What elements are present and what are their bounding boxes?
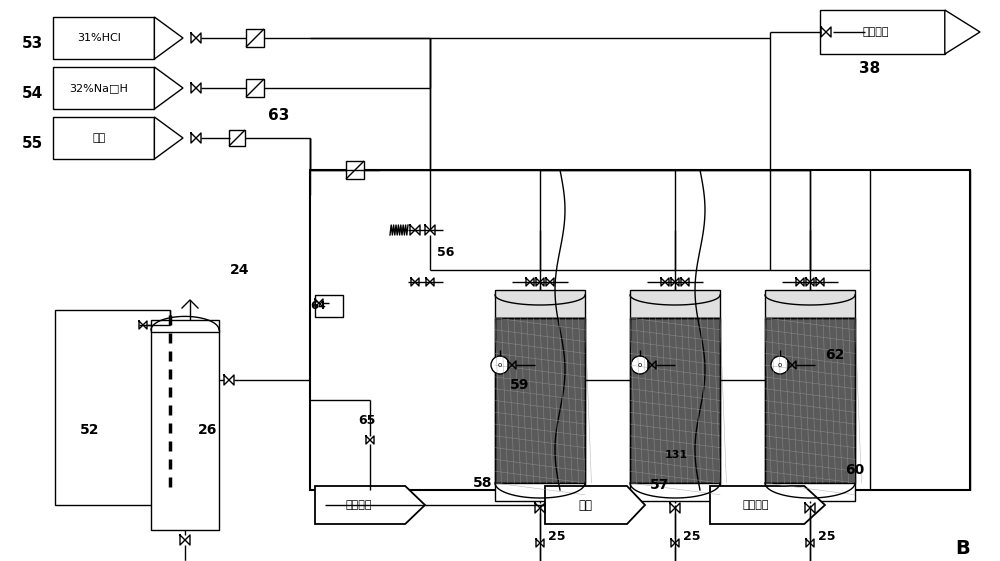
Circle shape: [771, 356, 789, 374]
Polygon shape: [53, 117, 154, 159]
Text: o: o: [778, 362, 782, 368]
Bar: [765, 290, 855, 318]
Text: 63: 63: [268, 108, 289, 122]
Bar: [310, 170, 970, 490]
Bar: [315, 295, 343, 317]
Text: 55: 55: [22, 136, 43, 150]
Text: 38: 38: [859, 61, 881, 76]
Bar: [151, 320, 219, 332]
Polygon shape: [53, 67, 154, 109]
Polygon shape: [545, 486, 645, 524]
Text: 64: 64: [310, 301, 326, 311]
Bar: [55, 310, 170, 505]
Bar: [151, 330, 219, 530]
Bar: [630, 318, 720, 483]
Text: 56: 56: [437, 246, 454, 259]
Text: 25: 25: [683, 530, 700, 542]
Bar: [495, 483, 585, 501]
Polygon shape: [154, 17, 183, 59]
Text: 65: 65: [358, 413, 375, 426]
Text: 32%Na□H: 32%Na□H: [69, 83, 128, 93]
Polygon shape: [315, 486, 425, 524]
Polygon shape: [53, 17, 154, 59]
Text: 废水: 废水: [578, 499, 592, 512]
Text: o: o: [498, 362, 502, 368]
Polygon shape: [820, 10, 945, 54]
Circle shape: [491, 356, 509, 374]
Text: 131: 131: [664, 450, 688, 460]
Text: o: o: [638, 362, 642, 368]
Text: 压缩空气: 压缩空气: [863, 27, 889, 37]
Circle shape: [631, 356, 649, 374]
Text: 58: 58: [473, 476, 493, 490]
Text: 31%HCl: 31%HCl: [77, 33, 121, 43]
Text: 60: 60: [845, 463, 865, 477]
Bar: [630, 483, 720, 501]
Bar: [495, 290, 585, 318]
Text: 62: 62: [825, 348, 844, 362]
Polygon shape: [154, 117, 183, 159]
Bar: [495, 318, 585, 483]
Text: 氯化钓水: 氯化钓水: [346, 500, 372, 510]
Polygon shape: [154, 67, 183, 109]
Text: 26: 26: [198, 423, 217, 437]
Text: 54: 54: [22, 85, 43, 100]
Text: 25: 25: [818, 530, 836, 542]
Polygon shape: [945, 10, 980, 54]
Text: 57: 57: [650, 478, 670, 492]
Bar: [495, 318, 585, 483]
Bar: [630, 318, 720, 483]
Text: 24: 24: [230, 263, 250, 277]
Text: 纯化盐水: 纯化盐水: [743, 500, 769, 510]
Text: B: B: [955, 539, 970, 558]
Bar: [346, 161, 364, 179]
Text: 52: 52: [80, 423, 100, 437]
Bar: [246, 29, 264, 47]
Text: 纯水: 纯水: [92, 133, 105, 143]
Bar: [765, 483, 855, 501]
Bar: [765, 318, 855, 483]
Text: 25: 25: [548, 530, 566, 542]
Bar: [630, 290, 720, 318]
Bar: [229, 130, 245, 146]
Text: 53: 53: [22, 35, 43, 50]
Polygon shape: [710, 486, 825, 524]
Text: 59: 59: [510, 378, 529, 392]
Bar: [765, 318, 855, 483]
Bar: [246, 79, 264, 97]
